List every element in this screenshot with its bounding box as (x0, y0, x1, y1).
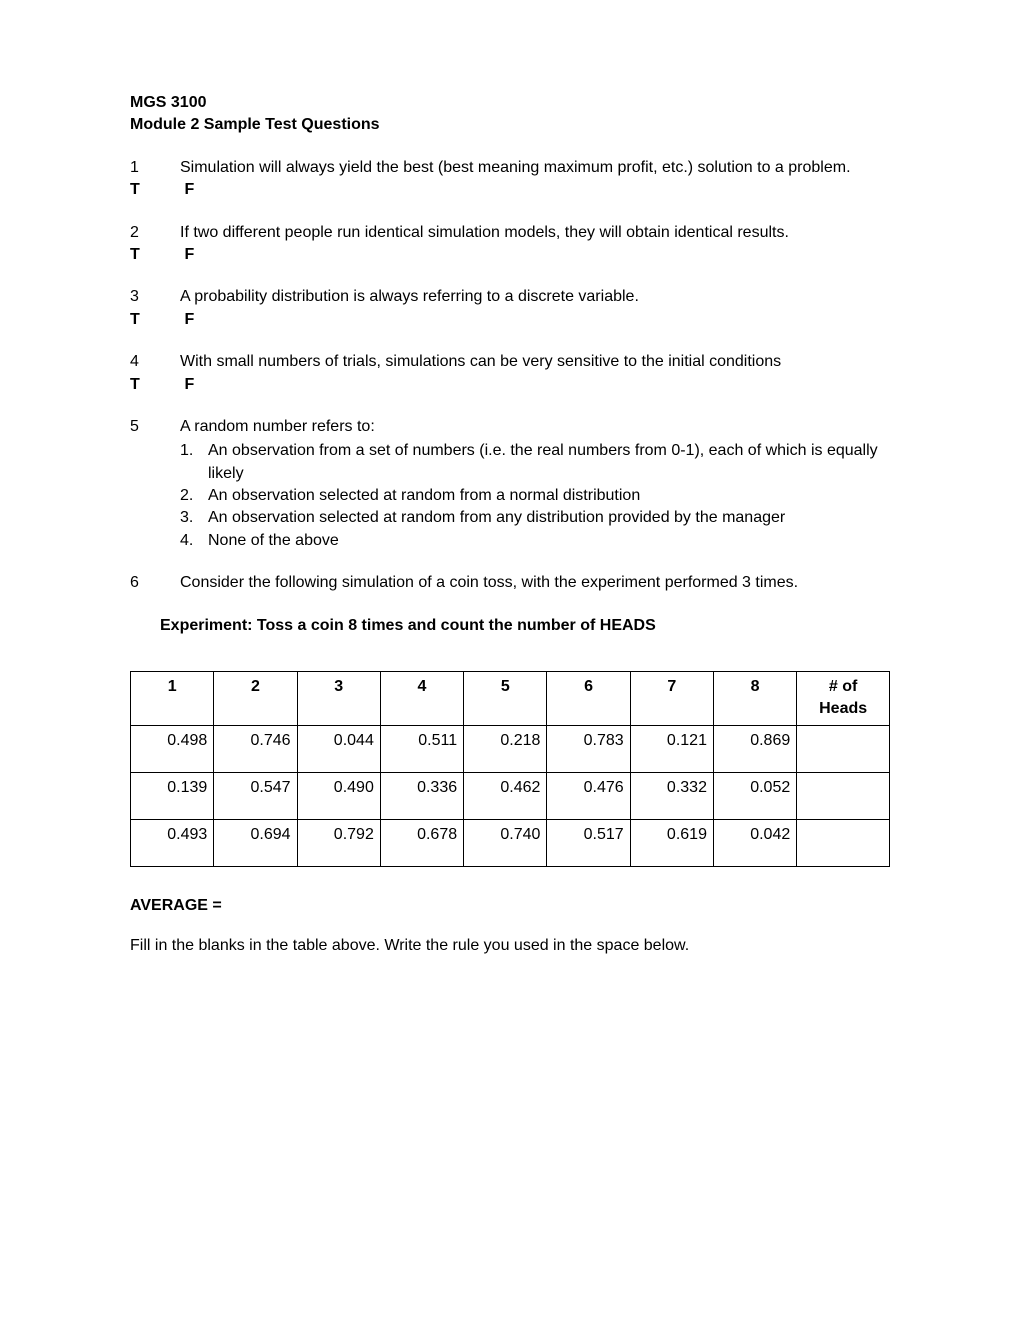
option-3: 3. An observation selected at random fro… (180, 507, 890, 529)
option-1: 1. An observation from a set of numbers … (180, 440, 890, 485)
average-label: AVERAGE = (130, 895, 890, 917)
question-text: 5 A random number refers to: (130, 416, 890, 438)
multiple-choice-options: 1. An observation from a set of numbers … (130, 440, 890, 552)
table-cell: 0.042 (713, 819, 796, 866)
table-cell: 0.218 (464, 725, 547, 772)
table-row: 0.493 0.694 0.792 0.678 0.740 0.517 0.61… (131, 819, 890, 866)
option-number: 2. (180, 485, 208, 507)
option-text: An observation selected at random from a… (208, 485, 640, 507)
question-5: 5 A random number refers to: 1. An obser… (130, 416, 890, 552)
option-false: F (184, 376, 194, 393)
question-number: 3 (130, 286, 180, 308)
option-false: F (184, 181, 194, 198)
module-title: Module 2 Sample Test Questions (130, 114, 890, 136)
question-6: 6 Consider the following simulation of a… (130, 572, 890, 594)
question-3: 3 A probability distribution is always r… (130, 286, 890, 331)
column-header: 1 (131, 672, 214, 726)
option-true: T (130, 179, 180, 201)
question-number: 1 (130, 157, 180, 179)
document-page: MGS 3100 Module 2 Sample Test Questions … (0, 0, 1020, 1320)
option-text: None of the above (208, 530, 339, 552)
true-false-options: T F (130, 374, 890, 396)
table-cell: 0.490 (297, 772, 380, 819)
question-text: 1 Simulation will always yield the best … (130, 157, 890, 179)
column-header: 2 (214, 672, 297, 726)
column-header: 7 (630, 672, 713, 726)
table-cell: 0.740 (464, 819, 547, 866)
option-true: T (130, 374, 180, 396)
question-body: With small numbers of trials, simulation… (180, 351, 781, 373)
option-number: 3. (180, 507, 208, 529)
table-cell: 0.121 (630, 725, 713, 772)
table-cell: 0.498 (131, 725, 214, 772)
true-false-options: T F (130, 244, 890, 266)
column-header: 8 (713, 672, 796, 726)
question-number: 4 (130, 351, 180, 373)
column-header: 6 (547, 672, 630, 726)
table-cell: 0.139 (131, 772, 214, 819)
course-code: MGS 3100 (130, 92, 890, 114)
question-body: Simulation will always yield the best (b… (180, 157, 851, 179)
option-text: An observation from a set of numbers (i.… (208, 440, 890, 485)
true-false-options: T F (130, 309, 890, 331)
question-number: 6 (130, 572, 180, 594)
experiment-table: 1 2 3 4 5 6 7 8 # of Heads 0.498 0.746 0… (130, 671, 890, 867)
option-false: F (184, 246, 194, 263)
question-2: 2 If two different people run identical … (130, 222, 890, 267)
question-4: 4 With small numbers of trials, simulati… (130, 351, 890, 396)
question-text: 3 A probability distribution is always r… (130, 286, 890, 308)
true-false-options: T F (130, 179, 890, 201)
column-header-heads: # of Heads (797, 672, 890, 726)
option-false: F (184, 311, 194, 328)
table-cell: 0.462 (464, 772, 547, 819)
option-number: 1. (180, 440, 208, 485)
table-cell: 0.493 (131, 819, 214, 866)
option-text: An observation selected at random from a… (208, 507, 785, 529)
question-text: 4 With small numbers of trials, simulati… (130, 351, 890, 373)
option-2: 2. An observation selected at random fro… (180, 485, 890, 507)
fill-in-instruction: Fill in the blanks in the table above. W… (130, 935, 890, 957)
question-number: 2 (130, 222, 180, 244)
question-number: 5 (130, 416, 180, 438)
question-body: A random number refers to: (180, 416, 375, 438)
option-true: T (130, 244, 180, 266)
column-header: 3 (297, 672, 380, 726)
table-cell: 0.694 (214, 819, 297, 866)
table-cell: 0.517 (547, 819, 630, 866)
table-cell-heads (797, 772, 890, 819)
table-cell: 0.332 (630, 772, 713, 819)
question-body: If two different people run identical si… (180, 222, 789, 244)
question-1: 1 Simulation will always yield the best … (130, 157, 890, 202)
table-cell: 0.792 (297, 819, 380, 866)
option-4: 4. None of the above (180, 530, 890, 552)
table-cell: 0.511 (380, 725, 463, 772)
option-true: T (130, 309, 180, 331)
table-cell: 0.869 (713, 725, 796, 772)
table-cell: 0.336 (380, 772, 463, 819)
question-body: A probability distribution is always ref… (180, 286, 639, 308)
table-cell: 0.783 (547, 725, 630, 772)
column-header: 5 (464, 672, 547, 726)
column-header: 4 (380, 672, 463, 726)
table-row: 0.139 0.547 0.490 0.336 0.462 0.476 0.33… (131, 772, 890, 819)
table-row: 0.498 0.746 0.044 0.511 0.218 0.783 0.12… (131, 725, 890, 772)
table-cell: 0.678 (380, 819, 463, 866)
table-cell-heads (797, 819, 890, 866)
table-cell: 0.052 (713, 772, 796, 819)
table-cell: 0.619 (630, 819, 713, 866)
table-header-row: 1 2 3 4 5 6 7 8 # of Heads (131, 672, 890, 726)
question-text: 6 Consider the following simulation of a… (130, 572, 890, 594)
experiment-title: Experiment: Toss a coin 8 times and coun… (160, 615, 890, 637)
option-number: 4. (180, 530, 208, 552)
table-cell: 0.547 (214, 772, 297, 819)
table-cell: 0.476 (547, 772, 630, 819)
question-body: Consider the following simulation of a c… (180, 572, 798, 594)
table-cell: 0.746 (214, 725, 297, 772)
question-text: 2 If two different people run identical … (130, 222, 890, 244)
table-cell-heads (797, 725, 890, 772)
table-cell: 0.044 (297, 725, 380, 772)
